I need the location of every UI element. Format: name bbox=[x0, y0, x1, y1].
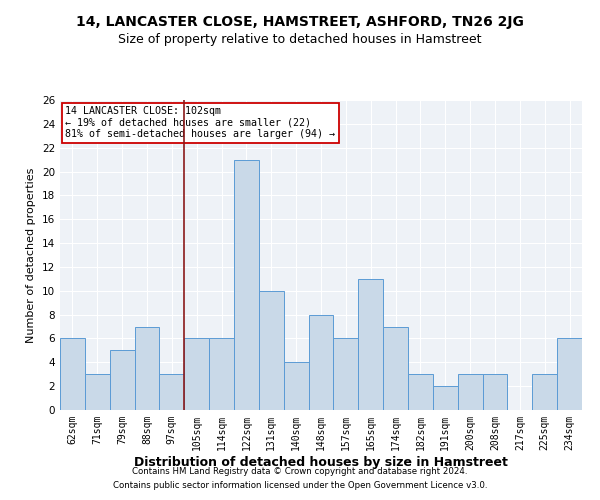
Bar bbox=[85, 374, 110, 410]
Bar bbox=[334, 338, 358, 410]
Bar bbox=[358, 279, 383, 410]
Bar bbox=[408, 374, 433, 410]
Bar bbox=[532, 374, 557, 410]
Y-axis label: Number of detached properties: Number of detached properties bbox=[26, 168, 37, 342]
Bar bbox=[383, 326, 408, 410]
Bar bbox=[234, 160, 259, 410]
Bar bbox=[134, 326, 160, 410]
Bar bbox=[259, 291, 284, 410]
Bar bbox=[458, 374, 482, 410]
Bar bbox=[184, 338, 209, 410]
Text: 14 LANCASTER CLOSE: 102sqm
← 19% of detached houses are smaller (22)
81% of semi: 14 LANCASTER CLOSE: 102sqm ← 19% of deta… bbox=[65, 106, 335, 140]
X-axis label: Distribution of detached houses by size in Hamstreet: Distribution of detached houses by size … bbox=[134, 456, 508, 468]
Bar bbox=[557, 338, 582, 410]
Bar bbox=[209, 338, 234, 410]
Text: Contains HM Land Registry data © Crown copyright and database right 2024.: Contains HM Land Registry data © Crown c… bbox=[132, 467, 468, 476]
Bar bbox=[482, 374, 508, 410]
Bar bbox=[284, 362, 308, 410]
Text: Contains public sector information licensed under the Open Government Licence v3: Contains public sector information licen… bbox=[113, 481, 487, 490]
Text: 14, LANCASTER CLOSE, HAMSTREET, ASHFORD, TN26 2JG: 14, LANCASTER CLOSE, HAMSTREET, ASHFORD,… bbox=[76, 15, 524, 29]
Bar bbox=[110, 350, 134, 410]
Bar bbox=[160, 374, 184, 410]
Text: Size of property relative to detached houses in Hamstreet: Size of property relative to detached ho… bbox=[118, 32, 482, 46]
Bar bbox=[60, 338, 85, 410]
Bar bbox=[433, 386, 458, 410]
Bar bbox=[308, 314, 334, 410]
